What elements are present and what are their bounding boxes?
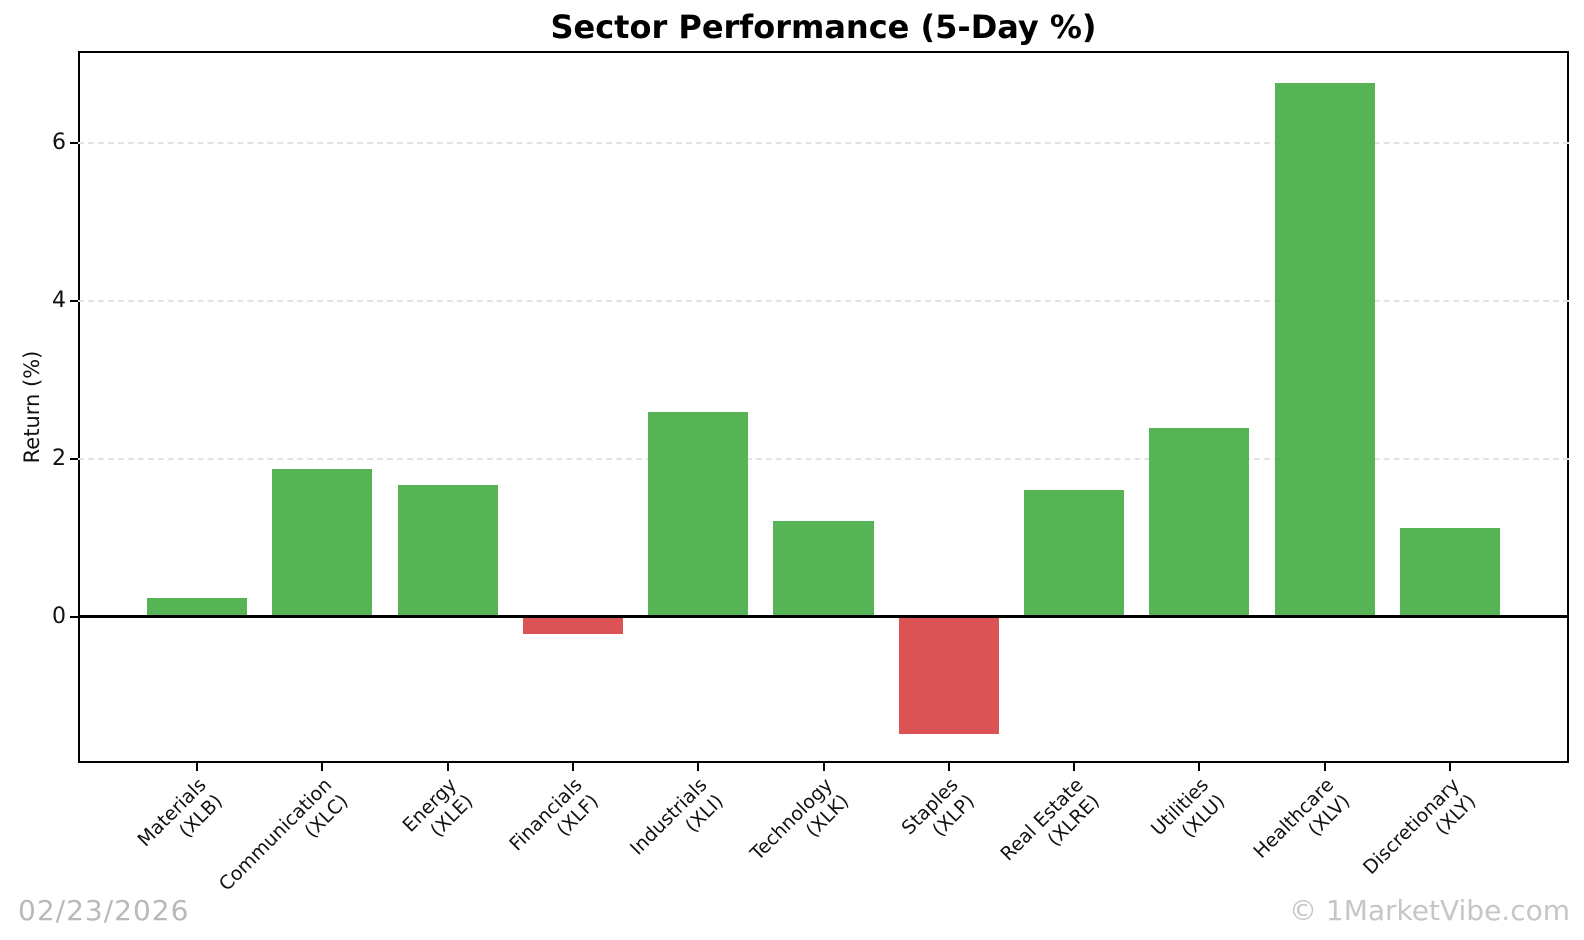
- plot-area: [78, 51, 1569, 763]
- x-tick-mark: [947, 763, 950, 771]
- x-tick-label: Technology (XLK): [746, 774, 854, 882]
- watermark: © 1MarketVibe.com: [1289, 894, 1570, 927]
- x-tick-label: Energy (XLE): [399, 774, 479, 854]
- y-tick-label: 2: [52, 446, 66, 472]
- x-tick-label: Healthcare (XLV): [1249, 774, 1355, 880]
- x-tick-label: Industrials (XLI): [626, 774, 729, 877]
- bar: [773, 520, 874, 617]
- x-tick-mark: [196, 763, 199, 771]
- bar: [1023, 489, 1125, 617]
- x-tick-label: Staples (XLP): [897, 774, 979, 856]
- chart-title: Sector Performance (5-Day %): [550, 8, 1097, 46]
- bar: [1274, 83, 1375, 617]
- y-tick-label: 6: [52, 130, 66, 156]
- bar: [648, 411, 749, 617]
- x-tick-mark: [697, 763, 700, 771]
- bar: [146, 598, 248, 617]
- bar: [272, 469, 373, 617]
- x-tick-label: Financials (XLF): [505, 774, 603, 872]
- x-tick-mark: [1323, 763, 1326, 771]
- bar: [898, 616, 999, 734]
- gridline: [78, 142, 1569, 145]
- x-tick-label: Materials (XLB): [133, 774, 227, 868]
- x-tick-mark: [571, 763, 574, 771]
- x-tick-mark: [1448, 763, 1451, 771]
- date-label: 02/23/2026: [18, 894, 190, 927]
- y-tick-mark: [70, 300, 78, 303]
- bar: [522, 616, 624, 635]
- x-tick-label: Utilities (XLU): [1147, 774, 1230, 857]
- bar: [1149, 427, 1250, 617]
- x-tick-mark: [1198, 763, 1201, 771]
- y-tick-mark: [70, 142, 78, 145]
- y-tick-mark: [70, 458, 78, 461]
- bar: [397, 485, 498, 617]
- x-tick-mark: [321, 763, 324, 771]
- x-tick-mark: [1073, 763, 1076, 771]
- zero-line: [78, 615, 1569, 619]
- y-tick-label: 0: [52, 603, 66, 629]
- x-tick-mark: [822, 763, 825, 771]
- x-tick-label: Real Estate (XLRE): [996, 774, 1104, 882]
- y-tick-mark: [70, 615, 78, 618]
- y-tick-label: 4: [52, 288, 66, 314]
- x-tick-mark: [446, 763, 449, 771]
- bar: [1399, 527, 1501, 617]
- x-tick-label: Communication (XLC): [214, 774, 352, 912]
- gridline: [78, 300, 1569, 303]
- gridline: [78, 458, 1569, 461]
- x-tick-label: Discretionary (XLY): [1359, 774, 1481, 896]
